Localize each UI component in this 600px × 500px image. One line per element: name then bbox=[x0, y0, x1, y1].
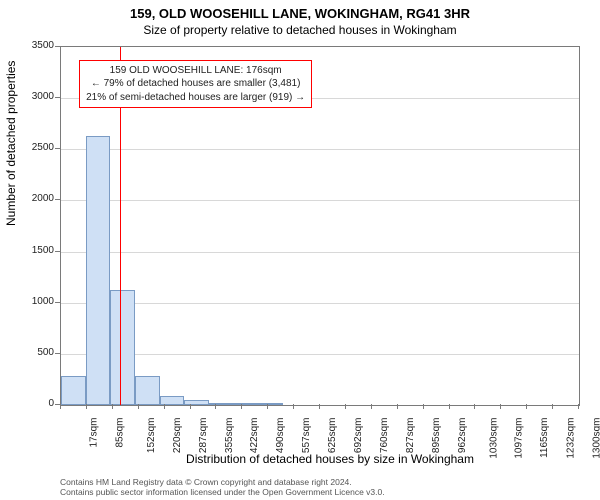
footer-line-1: Contains HM Land Registry data © Crown c… bbox=[60, 477, 385, 487]
annotation-line: ← 79% of detached houses are smaller (3,… bbox=[86, 77, 305, 91]
histogram-bar bbox=[86, 136, 111, 405]
ytick-label: 1000 bbox=[18, 296, 54, 307]
xtick-mark bbox=[190, 404, 191, 409]
footer-attribution: Contains HM Land Registry data © Crown c… bbox=[60, 477, 385, 497]
ytick-mark bbox=[55, 353, 60, 354]
gridline bbox=[61, 354, 579, 355]
xtick-mark bbox=[138, 404, 139, 409]
gridline bbox=[61, 200, 579, 201]
xtick-mark bbox=[86, 404, 87, 409]
gridline bbox=[61, 303, 579, 304]
histogram-bar bbox=[184, 400, 209, 405]
ytick-mark bbox=[55, 97, 60, 98]
xtick-label: 1097sqm bbox=[514, 418, 525, 459]
ytick-mark bbox=[55, 46, 60, 47]
xtick-label: 1300sqm bbox=[592, 418, 600, 459]
xtick-mark bbox=[552, 404, 553, 409]
y-axis-label: Number of detached properties bbox=[4, 61, 18, 226]
ytick-label: 2000 bbox=[18, 193, 54, 204]
xtick-mark bbox=[449, 404, 450, 409]
ytick-label: 500 bbox=[18, 347, 54, 358]
xtick-mark bbox=[319, 404, 320, 409]
x-axis-label: Distribution of detached houses by size … bbox=[130, 452, 530, 466]
footer-line-2: Contains public sector information licen… bbox=[60, 487, 385, 497]
ytick-label: 3500 bbox=[18, 40, 54, 51]
xtick-label: 625sqm bbox=[327, 418, 338, 454]
annotation-box: 159 OLD WOOSEHILL LANE: 176sqm← 79% of d… bbox=[79, 60, 312, 109]
xtick-mark bbox=[267, 404, 268, 409]
histogram-bar bbox=[110, 290, 135, 405]
xtick-label: 422sqm bbox=[249, 418, 260, 454]
chart-title-2: Size of property relative to detached ho… bbox=[0, 21, 600, 37]
xtick-label: 827sqm bbox=[405, 418, 416, 454]
xtick-mark bbox=[474, 404, 475, 409]
xtick-mark bbox=[526, 404, 527, 409]
chart-container: 159, OLD WOOSEHILL LANE, WOKINGHAM, RG41… bbox=[0, 0, 600, 500]
xtick-label: 85sqm bbox=[114, 418, 125, 448]
ytick-mark bbox=[55, 199, 60, 200]
histogram-bar bbox=[209, 403, 234, 405]
histogram-bar bbox=[258, 403, 283, 405]
xtick-label: 895sqm bbox=[431, 418, 442, 454]
xtick-mark bbox=[397, 404, 398, 409]
xtick-label: 17sqm bbox=[89, 418, 100, 448]
xtick-mark bbox=[293, 404, 294, 409]
xtick-label: 760sqm bbox=[379, 418, 390, 454]
xtick-label: 152sqm bbox=[146, 418, 157, 454]
ytick-label: 3000 bbox=[18, 91, 54, 102]
xtick-label: 1232sqm bbox=[566, 418, 577, 459]
xtick-mark bbox=[423, 404, 424, 409]
annotation-line: 21% of semi-detached houses are larger (… bbox=[86, 91, 305, 105]
xtick-mark bbox=[345, 404, 346, 409]
xtick-label: 557sqm bbox=[301, 418, 312, 454]
ytick-label: 1500 bbox=[18, 245, 54, 256]
plot-area: 159 OLD WOOSEHILL LANE: 176sqm← 79% of d… bbox=[60, 46, 580, 406]
xtick-label: 962sqm bbox=[457, 418, 468, 454]
ytick-mark bbox=[55, 251, 60, 252]
xtick-mark bbox=[241, 404, 242, 409]
xtick-label: 355sqm bbox=[224, 418, 235, 454]
xtick-label: 220sqm bbox=[172, 418, 183, 454]
ytick-label: 2500 bbox=[18, 142, 54, 153]
xtick-mark bbox=[578, 404, 579, 409]
histogram-bar bbox=[135, 376, 160, 405]
xtick-mark bbox=[112, 404, 113, 409]
annotation-line: 159 OLD WOOSEHILL LANE: 176sqm bbox=[86, 64, 305, 78]
gridline bbox=[61, 252, 579, 253]
chart-title-1: 159, OLD WOOSEHILL LANE, WOKINGHAM, RG41… bbox=[0, 0, 600, 21]
xtick-mark bbox=[164, 404, 165, 409]
ytick-mark bbox=[55, 148, 60, 149]
ytick-mark bbox=[55, 302, 60, 303]
ytick-label: 0 bbox=[18, 398, 54, 409]
xtick-label: 1030sqm bbox=[488, 418, 499, 459]
xtick-label: 490sqm bbox=[275, 418, 286, 454]
gridline bbox=[61, 149, 579, 150]
xtick-label: 692sqm bbox=[353, 418, 364, 454]
xtick-mark bbox=[215, 404, 216, 409]
xtick-label: 1165sqm bbox=[539, 418, 550, 458]
xtick-mark bbox=[371, 404, 372, 409]
xtick-label: 287sqm bbox=[198, 418, 209, 454]
xtick-mark bbox=[500, 404, 501, 409]
histogram-bar bbox=[234, 403, 259, 405]
histogram-bar bbox=[61, 376, 86, 405]
xtick-mark bbox=[60, 404, 61, 409]
